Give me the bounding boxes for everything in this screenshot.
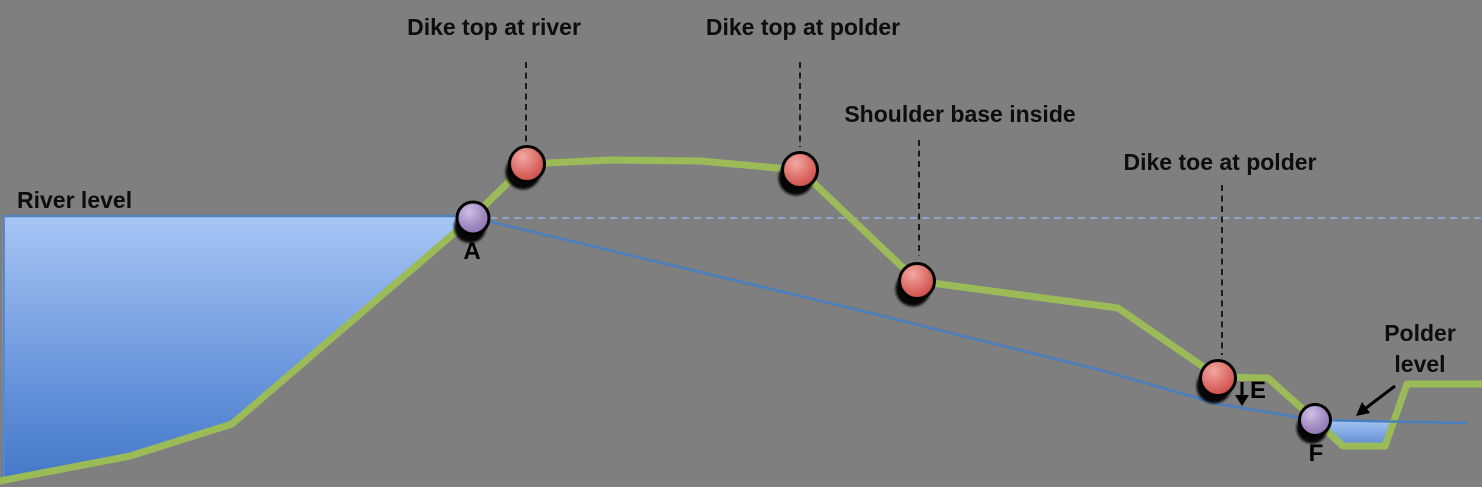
point-f-label: F (1308, 440, 1324, 467)
polder-ditch-water (1317, 420, 1394, 444)
dike-toe-at-polder-label: Dike toe at polder (1123, 149, 1317, 175)
point-e-label: E (1250, 377, 1267, 404)
marker-dike-toe-at-polder-e (1199, 359, 1237, 397)
polder-level-label: Polder level (1384, 320, 1456, 378)
point-a-label: A (463, 238, 481, 265)
river-water (2, 216, 470, 479)
marker-dike-top-at-river (508, 145, 546, 183)
dike-top-at-polder-label: Dike top at polder (705, 14, 901, 40)
marker-shoulder-base-inside (898, 262, 936, 300)
dike-top-at-river-label: Dike top at river (407, 14, 581, 40)
marker-dike-top-at-polder (781, 151, 819, 189)
shoulder-base-inside-label: Shoulder base inside (844, 101, 1076, 127)
river-level-label: River level (17, 187, 133, 213)
marker-entry-point-a (455, 200, 491, 236)
polder-level-arrow-icon (1356, 384, 1396, 416)
e-down-arrow-icon (1235, 382, 1249, 406)
marker-exit-point-f (1298, 403, 1332, 437)
phreatic-line (474, 216, 1469, 425)
